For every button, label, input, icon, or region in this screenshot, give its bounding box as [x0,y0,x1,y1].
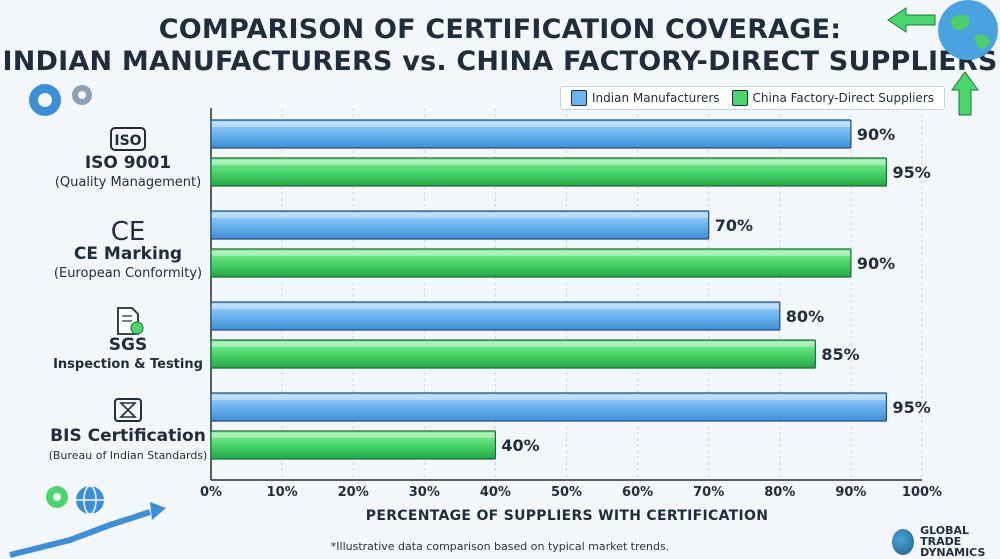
legend-swatch-china [731,90,748,106]
x-tick-label: 20% [338,485,369,500]
bars: 90% 95% 70% 90% 80% 85% 95% 40% [210,119,931,460]
iso-icon: ISO [110,127,146,151]
bar-china [210,248,852,278]
data-label: 95% [892,163,930,182]
legend-label-indian: Indian Manufacturers [592,91,720,105]
globe-icon [938,0,998,60]
bar-indian [210,301,781,331]
data-label: 90% [857,125,895,144]
brand-logo-icon [892,528,915,555]
x-tick-label: 10% [267,485,298,500]
bar-china [210,430,496,460]
gear-icon-small [72,85,92,105]
bar-indian [210,210,710,240]
data-label: 95% [892,398,930,417]
chart-title-line2: INDIAN MANUFACTURERS vs. CHINA FACTORY-D… [2,46,998,77]
brand-line2: DYNAMICS [920,546,986,559]
x-tick-label: 60% [622,485,653,500]
x-axis: 0% 10% 20% 30% 40% 50% 60% 70% 80% 90% 100% [200,108,942,500]
category-subtitle: (Quality Management) [55,175,201,190]
data-label: 85% [821,345,859,364]
x-tick-label: 30% [409,485,440,500]
data-label: 90% [857,254,895,273]
bar-indian [210,392,888,422]
bar-indian [210,119,852,149]
footnote: *Illustrative data comparison based on t… [330,540,670,553]
x-tick-label: 40% [480,485,511,500]
globe-icon-small [76,485,104,515]
brand: GLOBAL TRADE DYNAMICS [892,525,1000,558]
bar-china-highlight [212,342,815,347]
x-tick-label: 50% [551,485,582,500]
x-tick-label: 100% [902,485,942,500]
bis-icon [114,398,142,422]
data-label: 80% [786,307,824,326]
category-subtitle: (Bureau of Indian Standards) [49,449,208,462]
document-check-icon [117,307,144,335]
data-label: 40% [501,436,539,455]
x-tick-label: 70% [693,485,724,500]
category-name: SGS [109,335,147,355]
category-name: ISO 9001 [85,153,171,173]
bar-indian-highlight [212,395,886,400]
legend-item-china: China Factory-Direct Suppliers [731,90,934,106]
bar-china-highlight [212,251,850,256]
svg-text:ISO: ISO [114,133,141,149]
legend-item-indian: Indian Manufacturers [571,90,720,106]
svg-text:CE: CE [111,217,146,247]
category-subtitle: (European Conformity) [54,266,202,281]
bar-indian-highlight [212,213,708,218]
arrow-left-icon [887,7,936,33]
category-name: CE Marking [74,244,182,264]
data-label: 70% [715,216,753,235]
gear-icon [29,84,61,116]
ce-icon: CE [111,217,146,247]
bar-indian-highlight [212,304,779,309]
bar-china-highlight [212,160,886,165]
trend-arrow-icon [9,502,166,558]
x-tick-label: 90% [835,485,866,500]
brand-line1: GLOBAL TRADE [920,524,970,548]
brand-text: GLOBAL TRADE DYNAMICS [920,525,1000,558]
bar-indian-highlight [212,122,850,127]
x-tick-label: 80% [764,485,795,500]
gear-icon-bottom [46,486,68,508]
legend-label-china: China Factory-Direct Suppliers [752,91,934,105]
arrow-up-icon [951,71,979,116]
x-tick-label: 0% [200,485,222,500]
legend: Indian Manufacturers China Factory-Direc… [560,86,945,110]
bar-china [210,157,888,187]
bar-china [210,339,816,369]
category-subtitle: Inspection & Testing [53,357,203,372]
chart-title-line1: COMPARISON OF CERTIFICATION COVERAGE: [158,14,842,45]
category-name: BIS Certification [50,426,206,446]
bar-china-highlight [212,433,495,438]
legend-swatch-indian [571,90,587,106]
x-axis-title: PERCENTAGE OF SUPPLIERS WITH CERTIFICATI… [365,508,769,524]
